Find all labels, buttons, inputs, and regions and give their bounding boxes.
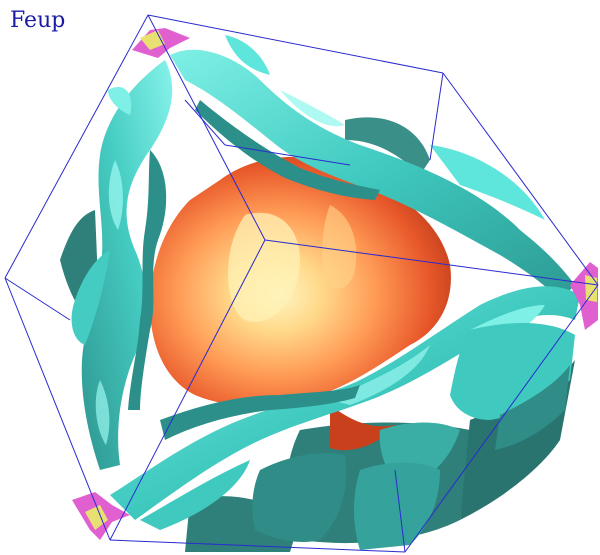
viewer-label: Feup xyxy=(10,8,66,33)
fermi-sheet-orange xyxy=(150,156,451,451)
fermi-sheet-cyan xyxy=(71,35,580,550)
corner-pocket-right xyxy=(570,262,598,330)
corner-pocket-bottom-left xyxy=(72,492,130,540)
brillouin-zone-wireframe xyxy=(4,14,599,553)
